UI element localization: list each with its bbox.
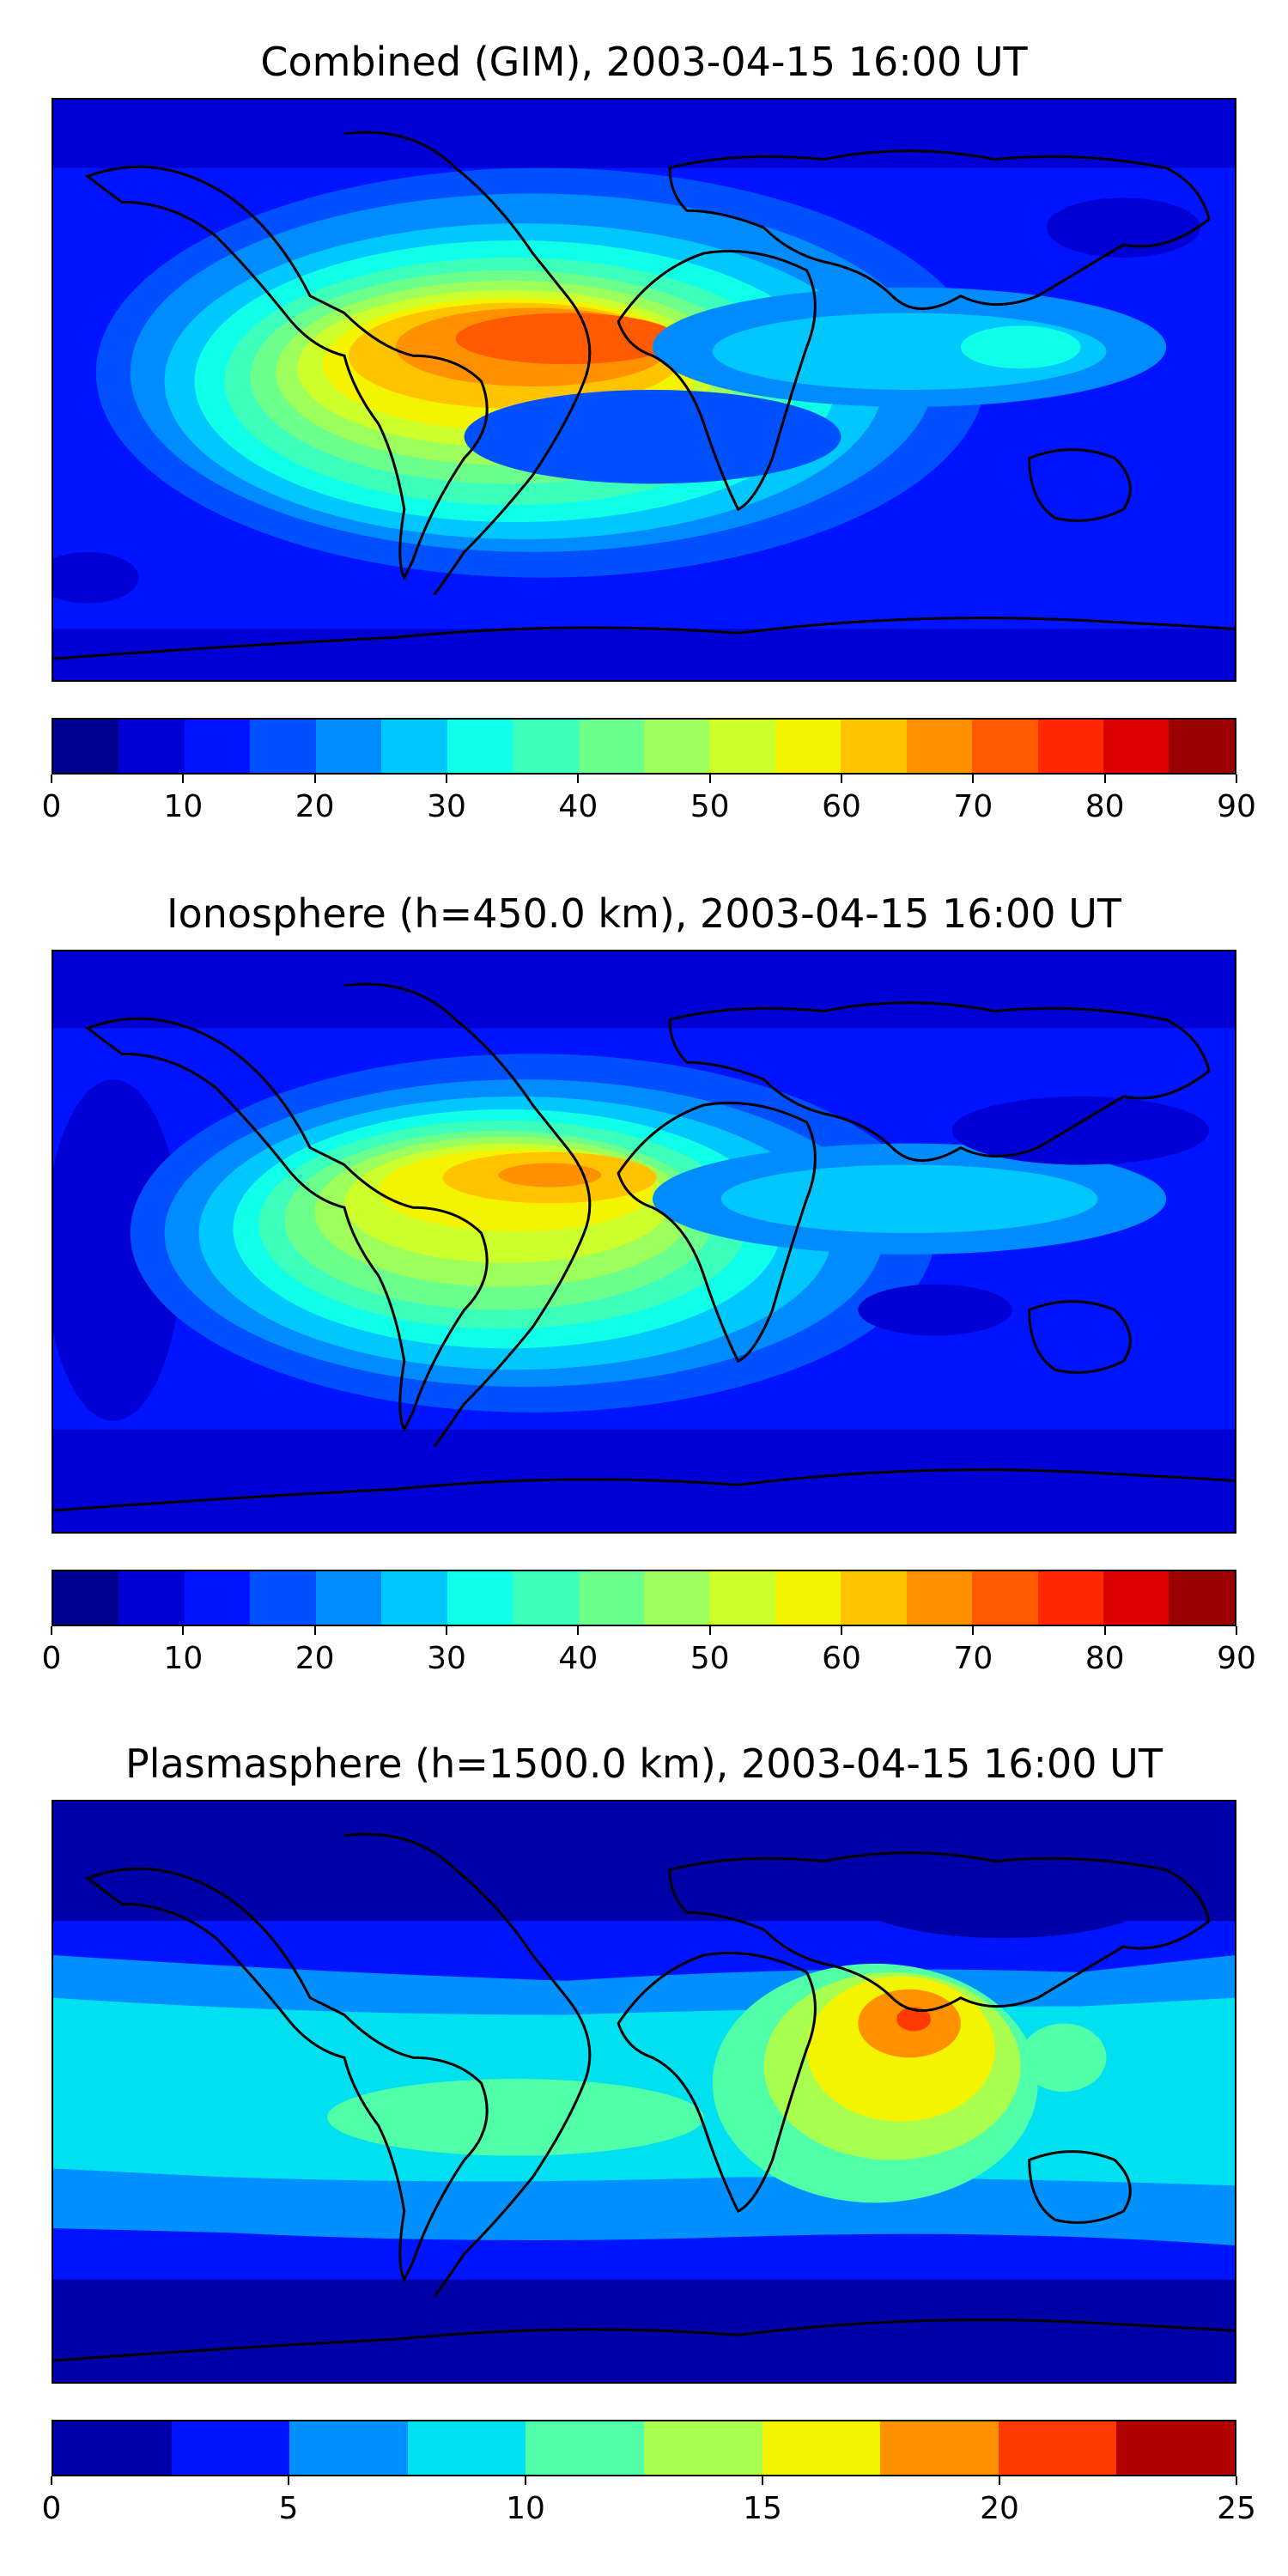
colorbar-segment [841, 720, 907, 773]
colorbar-segment [906, 1571, 973, 1625]
colorbar-segment [447, 720, 513, 773]
colorbar-tick-label: 15 [743, 2491, 782, 2526]
colorbar-segment [1116, 2421, 1235, 2475]
colorbar-tick-label: 40 [558, 789, 598, 824]
tec-contour-field [53, 100, 1235, 680]
panel-title: Combined (GIM), 2003-04-15 16:00 UT [260, 39, 1028, 85]
colorbar-segment [315, 720, 382, 773]
tec-map [52, 1800, 1236, 2384]
colorbar-tick-label: 50 [690, 789, 730, 824]
panel-title: Plasmasphere (h=1500.0 km), 2003-04-15 1… [125, 1741, 1163, 1787]
colorbar-segment [381, 720, 447, 773]
colorbar-tick-label: 20 [295, 789, 335, 824]
colorbar-tick-label: 90 [1217, 789, 1256, 824]
colorbar-segment [906, 720, 973, 773]
colorbar-segment [643, 1571, 710, 1625]
tec-map [52, 98, 1236, 682]
colorbar-tick-label: 25 [1217, 2491, 1256, 2526]
colorbar-segment [184, 1571, 251, 1625]
colorbar-segment [513, 1571, 579, 1625]
colorbar-segment [1037, 720, 1103, 773]
colorbar-segment [53, 1571, 119, 1625]
colorbar-tick-label: 5 [278, 2491, 299, 2526]
tec-map [52, 950, 1236, 1534]
colorbar-segment [775, 1571, 841, 1625]
colorbar-tick-label: 0 [41, 789, 62, 824]
colorbar-segment [289, 2421, 408, 2475]
colorbar-tick-label: 30 [427, 1641, 466, 1676]
colorbar-segment [643, 720, 710, 773]
colorbar-tick-label: 0 [41, 2491, 62, 2526]
colorbar-segment [118, 720, 185, 773]
colorbar-segment [171, 2421, 290, 2475]
colorbar-ticks: 0 5 10 15 20 25 [42, 2476, 1256, 2526]
colorbar-tick-label: 80 [1084, 1641, 1125, 1676]
colorbar-segment [578, 1571, 644, 1625]
colorbar-segment [250, 1571, 316, 1625]
colorbar-segment [1169, 720, 1235, 773]
tec-contour-field [53, 951, 1235, 1532]
colorbar [52, 718, 1236, 775]
colorbar-segment [1037, 1571, 1103, 1625]
colorbar-segment [53, 2421, 172, 2475]
colorbar-segment [841, 1571, 907, 1625]
colorbar-tick-label: 60 [822, 789, 861, 824]
colorbar-segment [447, 1571, 513, 1625]
colorbar-tick-label: 70 [953, 789, 993, 824]
colorbar-segment [880, 2421, 999, 2475]
colorbar-segment [118, 1571, 185, 1625]
colorbar-ticks: 0 10 20 30 40 50 60 70 80 90 [42, 775, 1256, 824]
colorbar-tick-label: 60 [822, 1641, 861, 1676]
colorbar-segment [643, 2421, 762, 2475]
colorbar-tick-label: 20 [980, 2491, 1019, 2526]
colorbar-tick-label: 80 [1084, 789, 1125, 824]
colorbar-tick-label: 50 [690, 1641, 730, 1676]
colorbar-segment [381, 1571, 447, 1625]
colorbar-tick-label: 90 [1217, 1641, 1256, 1676]
colorbar-tick-label: 0 [41, 1641, 62, 1676]
colorbar-tick-label: 40 [558, 1641, 598, 1676]
colorbar-segment [709, 720, 775, 773]
colorbar-segment [1103, 720, 1170, 773]
colorbar-segment [184, 720, 251, 773]
panel-title: Ionosphere (h=450.0 km), 2003-04-15 16:0… [167, 890, 1121, 937]
colorbar-segment [972, 1571, 1038, 1625]
colorbar-segment [972, 720, 1038, 773]
colorbar-tick-label: 70 [953, 1641, 993, 1676]
colorbar-segment [578, 720, 644, 773]
colorbar-tick-label: 10 [163, 789, 204, 824]
colorbar-segment [407, 2421, 526, 2475]
colorbar-segment [709, 1571, 775, 1625]
colorbar-ticks: 0 10 20 30 40 50 60 70 80 90 [42, 1626, 1256, 1676]
colorbar-segment [775, 720, 841, 773]
colorbar-tick-label: 30 [427, 789, 466, 824]
colorbar-tick-label: 10 [506, 2491, 545, 2526]
colorbar-segment [513, 720, 579, 773]
colorbar-segment [762, 2421, 881, 2475]
colorbar-tick-label: 20 [295, 1641, 335, 1676]
colorbar [52, 2420, 1236, 2476]
colorbar [52, 1570, 1236, 1626]
colorbar-segment [998, 2421, 1117, 2475]
colorbar-segment [250, 720, 316, 773]
tec-contour-field [53, 1801, 1235, 2382]
colorbar-tick-label: 10 [163, 1641, 204, 1676]
colorbar-segment [315, 1571, 382, 1625]
colorbar-segment [1169, 1571, 1235, 1625]
colorbar-segment [53, 720, 119, 773]
colorbar-segment [1103, 1571, 1170, 1625]
colorbar-segment [526, 2421, 644, 2475]
